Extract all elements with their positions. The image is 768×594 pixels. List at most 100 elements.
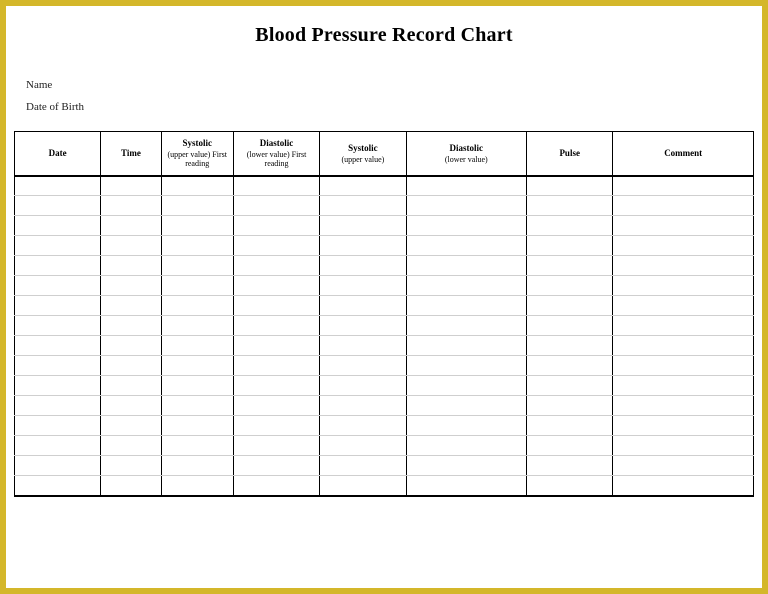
cell-sys1	[161, 236, 233, 256]
cell-dia2	[406, 276, 526, 296]
col-header-sublabel: (upper value)	[324, 155, 401, 164]
table-row	[15, 436, 754, 456]
cell-sys2	[320, 476, 406, 496]
cell-sys1	[161, 436, 233, 456]
patient-meta: Name Date of Birth	[14, 79, 754, 113]
cell-sys1	[161, 296, 233, 316]
col-header-sublabel: (upper value) First reading	[166, 150, 229, 168]
cell-dia2	[406, 196, 526, 216]
cell-date	[15, 236, 101, 256]
cell-dia2	[406, 436, 526, 456]
table-row	[15, 196, 754, 216]
cell-date	[15, 216, 101, 236]
cell-sys2	[320, 416, 406, 436]
cell-comment	[613, 476, 754, 496]
cell-sys2	[320, 456, 406, 476]
cell-sys2	[320, 336, 406, 356]
cell-pulse	[527, 456, 613, 476]
cell-dia2	[406, 456, 526, 476]
dob-label: Date of Birth	[26, 101, 754, 113]
cell-comment	[613, 236, 754, 256]
cell-time	[101, 276, 161, 296]
cell-time	[101, 196, 161, 216]
cell-dia1	[233, 396, 319, 416]
cell-pulse	[527, 216, 613, 236]
cell-pulse	[527, 336, 613, 356]
table-row	[15, 176, 754, 196]
cell-pulse	[527, 256, 613, 276]
cell-dia1	[233, 256, 319, 276]
cell-date	[15, 176, 101, 196]
col-header-label: Diastolic	[450, 143, 484, 153]
col-header-dia1: Diastolic(lower value) First reading	[233, 132, 319, 176]
cell-dia1	[233, 316, 319, 336]
cell-sys2	[320, 176, 406, 196]
cell-comment	[613, 456, 754, 476]
cell-date	[15, 436, 101, 456]
document-frame: Blood Pressure Record Chart Name Date of…	[0, 0, 768, 594]
col-header-sublabel: (lower value)	[411, 155, 522, 164]
cell-sys2	[320, 236, 406, 256]
cell-time	[101, 216, 161, 236]
cell-sys2	[320, 436, 406, 456]
cell-sys1	[161, 416, 233, 436]
cell-dia1	[233, 376, 319, 396]
cell-time	[101, 316, 161, 336]
cell-dia2	[406, 476, 526, 496]
cell-dia1	[233, 196, 319, 216]
cell-pulse	[527, 316, 613, 336]
cell-time	[101, 396, 161, 416]
cell-pulse	[527, 296, 613, 316]
cell-dia2	[406, 216, 526, 236]
page-title: Blood Pressure Record Chart	[14, 24, 754, 47]
cell-pulse	[527, 436, 613, 456]
table-row	[15, 316, 754, 336]
cell-comment	[613, 436, 754, 456]
table-row	[15, 356, 754, 376]
col-header-sys2: Systolic(upper value)	[320, 132, 406, 176]
cell-sys1	[161, 476, 233, 496]
cell-time	[101, 256, 161, 276]
record-table: DateTimeSystolic(upper value) First read…	[14, 131, 754, 497]
cell-sys2	[320, 256, 406, 276]
table-row	[15, 396, 754, 416]
table-row	[15, 476, 754, 496]
cell-dia1	[233, 276, 319, 296]
cell-sys1	[161, 176, 233, 196]
cell-sys2	[320, 296, 406, 316]
cell-dia2	[406, 416, 526, 436]
col-header-dia2: Diastolic (lower value)	[406, 132, 526, 176]
cell-dia2	[406, 336, 526, 356]
cell-date	[15, 376, 101, 396]
cell-dia1	[233, 356, 319, 376]
cell-pulse	[527, 196, 613, 216]
cell-dia2	[406, 376, 526, 396]
cell-date	[15, 476, 101, 496]
cell-comment	[613, 276, 754, 296]
table-row	[15, 276, 754, 296]
cell-sys2	[320, 376, 406, 396]
cell-comment	[613, 216, 754, 236]
cell-sys2	[320, 316, 406, 336]
col-header-label: Comment	[664, 148, 702, 158]
cell-time	[101, 356, 161, 376]
cell-time	[101, 296, 161, 316]
cell-comment	[613, 356, 754, 376]
cell-dia2	[406, 256, 526, 276]
cell-dia2	[406, 396, 526, 416]
cell-pulse	[527, 276, 613, 296]
cell-dia1	[233, 416, 319, 436]
cell-sys1	[161, 336, 233, 356]
cell-dia1	[233, 176, 319, 196]
cell-dia1	[233, 296, 319, 316]
table-row	[15, 376, 754, 396]
cell-date	[15, 316, 101, 336]
cell-date	[15, 296, 101, 316]
cell-comment	[613, 176, 754, 196]
cell-comment	[613, 196, 754, 216]
cell-dia1	[233, 476, 319, 496]
col-header-comment: Comment	[613, 132, 754, 176]
cell-pulse	[527, 176, 613, 196]
cell-date	[15, 256, 101, 276]
cell-comment	[613, 376, 754, 396]
